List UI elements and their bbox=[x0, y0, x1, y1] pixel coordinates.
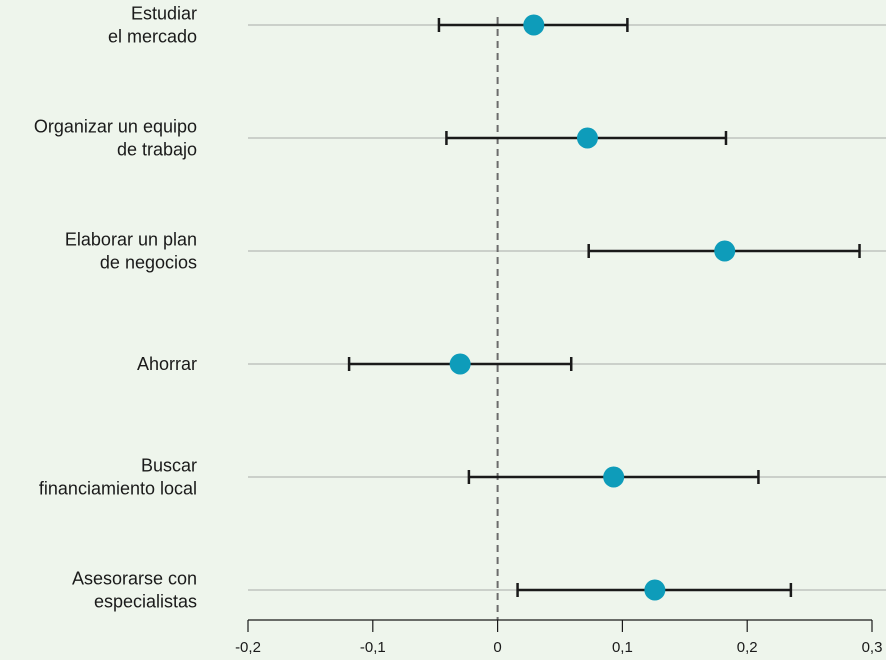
category-label: Buscar financiamiento local bbox=[39, 456, 197, 499]
point-estimate bbox=[603, 466, 625, 488]
category-label: Ahorrar bbox=[137, 354, 197, 374]
x-axis: -0,2 -0,1 0 0,1 0,2 0,3 bbox=[235, 619, 883, 656]
category-label: Asesorarse con especialistas bbox=[72, 569, 197, 612]
x-tick-label: 0,3 bbox=[862, 639, 883, 656]
point-estimate bbox=[523, 14, 545, 36]
x-tick-label: -0,2 bbox=[235, 639, 261, 656]
category-label: Elaborar un plan de negocios bbox=[65, 230, 197, 273]
category-label-line: Buscar bbox=[141, 456, 197, 476]
category-label-line: Organizar un equipo bbox=[34, 117, 197, 137]
category-labels: Estudiar el mercado Organizar un equipo de … bbox=[34, 4, 197, 612]
category-label-line: especialistas bbox=[94, 592, 197, 612]
category-label-line: Elaborar un plan bbox=[65, 230, 197, 250]
category-label-line: de trabajo bbox=[117, 140, 197, 160]
category-label: Estudiar el mercado bbox=[108, 4, 197, 47]
category-label-line: Asesorarse con bbox=[72, 569, 197, 589]
point-estimate bbox=[644, 579, 666, 601]
point-estimate bbox=[576, 127, 598, 149]
category-label-line: Ahorrar bbox=[137, 354, 197, 374]
category-label-line: el mercado bbox=[108, 27, 197, 47]
category-label: Organizar un equipo de trabajo bbox=[34, 117, 197, 160]
point-estimate bbox=[449, 353, 471, 375]
point-estimates bbox=[449, 14, 736, 601]
point-estimate bbox=[714, 240, 736, 262]
x-tick-label: 0 bbox=[493, 639, 501, 656]
x-tick-label: 0,2 bbox=[737, 639, 758, 656]
category-label-line: Estudiar bbox=[131, 4, 197, 24]
x-tick-label: 0,1 bbox=[612, 639, 633, 656]
category-label-line: de negocios bbox=[100, 253, 197, 273]
category-label-line: financiamiento local bbox=[39, 479, 197, 499]
x-tick-label: -0,1 bbox=[360, 639, 386, 656]
